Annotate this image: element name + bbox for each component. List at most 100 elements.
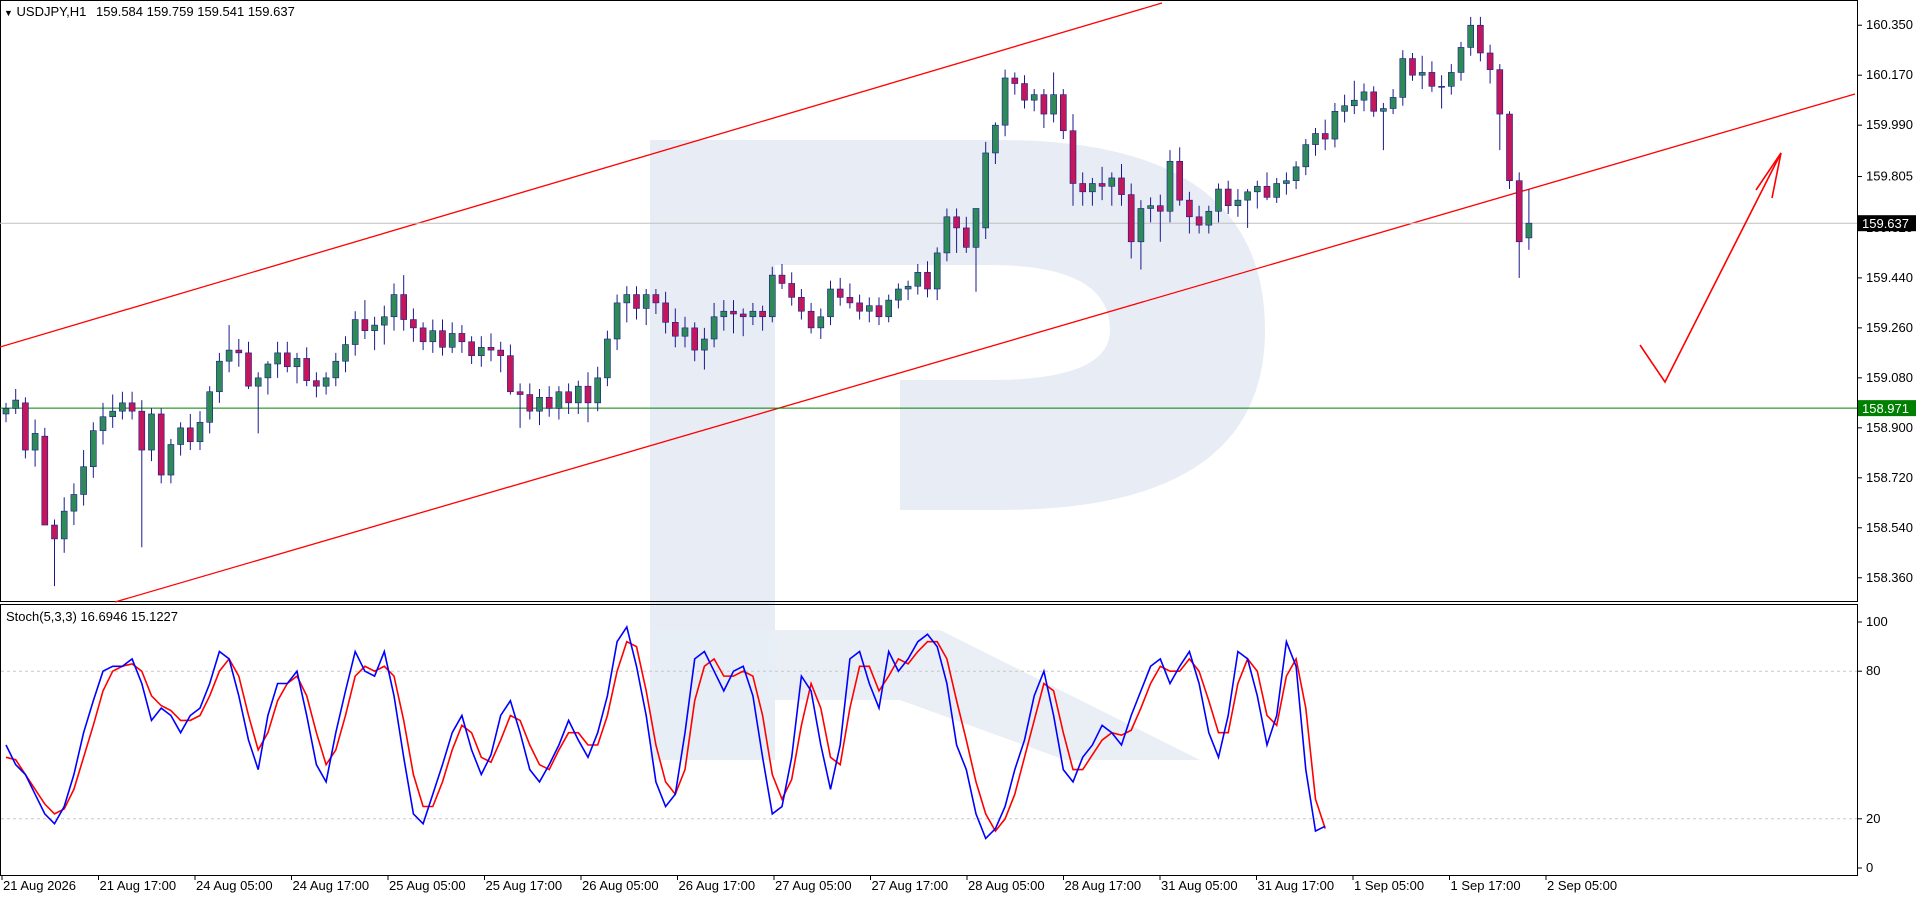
candle[interactable] xyxy=(293,352,301,384)
candle[interactable] xyxy=(235,338,243,367)
candle[interactable] xyxy=(128,391,136,420)
candle[interactable] xyxy=(380,305,388,345)
candle[interactable] xyxy=(1477,16,1484,62)
candle[interactable] xyxy=(206,386,213,434)
candle[interactable] xyxy=(1186,191,1193,234)
candle[interactable] xyxy=(662,291,669,334)
candle[interactable] xyxy=(1506,111,1513,190)
candle[interactable] xyxy=(1205,205,1213,234)
candle[interactable] xyxy=(303,347,311,387)
candle[interactable] xyxy=(157,408,165,484)
candle[interactable] xyxy=(148,408,155,462)
candle[interactable] xyxy=(361,300,369,339)
candle[interactable] xyxy=(895,283,902,309)
candle[interactable] xyxy=(1409,52,1416,81)
candle[interactable] xyxy=(1263,172,1271,201)
candle[interactable] xyxy=(681,316,689,348)
candle[interactable] xyxy=(216,352,223,403)
channel-upper-line[interactable] xyxy=(0,2,1163,348)
candle[interactable] xyxy=(80,450,87,506)
candle[interactable] xyxy=(574,380,582,414)
candle[interactable] xyxy=(565,383,572,414)
candle[interactable] xyxy=(90,422,97,478)
candle[interactable] xyxy=(739,308,747,337)
candle[interactable] xyxy=(972,208,980,292)
candle[interactable] xyxy=(1370,86,1377,117)
candle[interactable] xyxy=(652,289,660,314)
candle[interactable] xyxy=(933,247,941,301)
candle[interactable] xyxy=(167,438,175,484)
candle[interactable] xyxy=(730,300,737,334)
channel-lower-line[interactable] xyxy=(114,93,1856,603)
candle[interactable] xyxy=(885,294,893,323)
candle[interactable] xyxy=(245,341,252,389)
candle[interactable] xyxy=(982,141,990,240)
candle[interactable] xyxy=(1457,41,1465,81)
candle[interactable] xyxy=(1496,64,1504,151)
candle[interactable] xyxy=(1380,102,1387,151)
candle[interactable] xyxy=(1254,180,1261,209)
candle[interactable] xyxy=(1273,177,1280,203)
candle[interactable] xyxy=(778,264,786,290)
candle[interactable] xyxy=(1030,89,1038,112)
candle[interactable] xyxy=(1331,102,1339,148)
candle[interactable] xyxy=(371,316,378,351)
candle[interactable] xyxy=(710,302,718,348)
candle[interactable] xyxy=(846,283,854,309)
stoch-signal-line[interactable] xyxy=(5,640,1326,833)
candle[interactable] xyxy=(1515,172,1523,278)
candle[interactable] xyxy=(1118,164,1125,206)
candle[interactable] xyxy=(1195,205,1203,234)
candle[interactable] xyxy=(516,383,524,428)
candle[interactable] xyxy=(1438,75,1445,109)
candle[interactable] xyxy=(759,305,766,331)
candle[interactable] xyxy=(60,497,68,553)
candle[interactable] xyxy=(477,336,485,367)
candle[interactable] xyxy=(225,325,233,373)
candle[interactable] xyxy=(836,277,844,306)
candle[interactable] xyxy=(342,336,349,373)
candle[interactable] xyxy=(448,322,456,353)
candle[interactable] xyxy=(12,388,19,414)
candle[interactable] xyxy=(943,208,951,262)
candle[interactable] xyxy=(400,275,408,331)
candle[interactable] xyxy=(1166,150,1174,223)
candle[interactable] xyxy=(1060,89,1067,140)
candle[interactable] xyxy=(1108,172,1116,206)
candle[interactable] xyxy=(264,361,272,395)
candle[interactable] xyxy=(70,483,78,526)
candle[interactable] xyxy=(904,280,912,301)
candle[interactable] xyxy=(1341,94,1348,123)
candle[interactable] xyxy=(2,402,10,423)
candle[interactable] xyxy=(458,325,466,353)
candle[interactable] xyxy=(1428,61,1436,92)
candle[interactable] xyxy=(1001,69,1009,137)
candle[interactable] xyxy=(1176,147,1183,206)
candle[interactable] xyxy=(827,280,834,326)
candle[interactable] xyxy=(817,308,825,339)
candle[interactable] xyxy=(1389,89,1397,115)
candle[interactable] xyxy=(419,322,427,351)
candle[interactable] xyxy=(1244,189,1251,228)
candle[interactable] xyxy=(526,383,534,420)
candle[interactable] xyxy=(410,308,417,342)
candle[interactable] xyxy=(1040,89,1048,128)
candle[interactable] xyxy=(623,286,631,323)
candle[interactable] xyxy=(1011,72,1019,95)
candle[interactable] xyxy=(1321,119,1329,151)
candle[interactable] xyxy=(1069,114,1077,206)
candle[interactable] xyxy=(196,411,204,451)
candle[interactable] xyxy=(807,302,815,334)
candle[interactable] xyxy=(1467,16,1474,56)
candle[interactable] xyxy=(1360,83,1368,112)
candle[interactable] xyxy=(99,402,107,445)
candle[interactable] xyxy=(187,413,194,451)
candle[interactable] xyxy=(507,344,514,395)
candle[interactable] xyxy=(633,286,640,320)
candle[interactable] xyxy=(788,272,796,306)
candle[interactable] xyxy=(1157,194,1164,242)
candle[interactable] xyxy=(468,336,475,364)
candle[interactable] xyxy=(545,386,553,417)
candle[interactable] xyxy=(1021,75,1028,109)
dropdown-triangle-icon[interactable]: ▼ xyxy=(4,8,13,18)
